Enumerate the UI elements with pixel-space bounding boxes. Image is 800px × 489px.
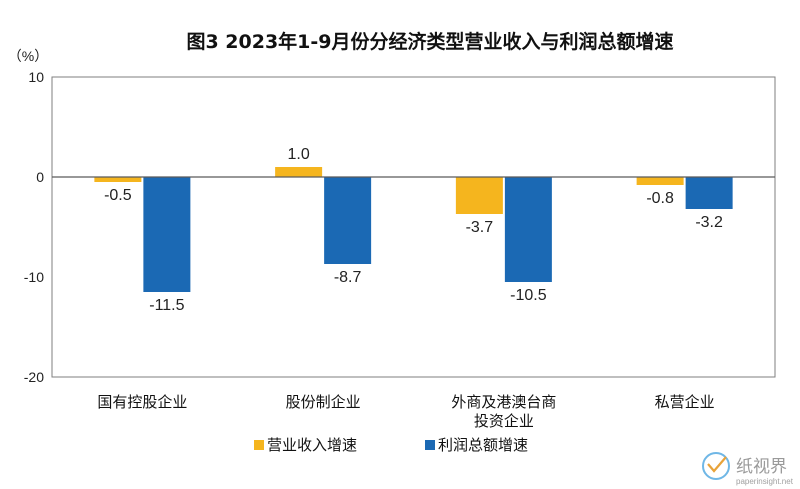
y-tick-label: 10 bbox=[28, 69, 44, 85]
chart-title: 图3 2023年1-9月份分经济类型营业收入与利润总额增速 bbox=[186, 30, 673, 53]
profit-bar bbox=[324, 177, 372, 264]
y-axis-unit-label: （%） bbox=[8, 48, 48, 64]
x-category-label: 私营企业 bbox=[655, 393, 715, 411]
x-category-label: 国有控股企业 bbox=[97, 393, 187, 411]
revenue-bar bbox=[636, 177, 684, 185]
revenue-data-label: -0.5 bbox=[104, 187, 132, 204]
profit-bar bbox=[685, 177, 733, 209]
legend-swatch-revenue bbox=[254, 440, 264, 450]
revenue-bar bbox=[94, 177, 142, 182]
x-category-label: 股份制企业 bbox=[286, 393, 361, 411]
y-tick-label: -10 bbox=[24, 269, 44, 285]
profit-bar bbox=[143, 177, 191, 292]
x-category-label: 外商及港澳台商 bbox=[451, 393, 556, 411]
x-category-label: 投资企业 bbox=[474, 412, 534, 430]
watermark-subtext: paperinsight.net bbox=[736, 477, 794, 486]
plot-area-frame bbox=[51, 76, 776, 378]
profit-data-label: -8.7 bbox=[334, 269, 362, 286]
legend: 营业收入增速 利润总额增速 bbox=[254, 436, 528, 454]
watermark-icon bbox=[702, 452, 730, 480]
legend-label-revenue: 营业收入增速 bbox=[267, 436, 357, 454]
y-axis: 10 0 -10 -20 bbox=[24, 69, 44, 385]
bars bbox=[94, 167, 733, 292]
watermark-check-icon bbox=[707, 456, 727, 473]
revenue-bar bbox=[455, 177, 503, 214]
data-labels: -0.5 -11.5 1.0 -8.7 -3.7 -10.5 -0.8 -3.2 bbox=[104, 146, 723, 314]
revenue-bar bbox=[275, 167, 323, 177]
profit-bar bbox=[504, 177, 552, 282]
revenue-data-label: -0.8 bbox=[646, 190, 674, 207]
watermark-text: 纸视界 bbox=[736, 457, 787, 477]
y-tick-label: 0 bbox=[36, 169, 44, 185]
profit-data-label: -10.5 bbox=[510, 287, 547, 304]
profit-data-label: -3.2 bbox=[695, 214, 723, 231]
legend-label-profit: 利润总额增速 bbox=[438, 436, 528, 454]
watermark-logo: 纸视界 paperinsight.net bbox=[702, 452, 794, 486]
y-tick-label: -20 bbox=[24, 369, 44, 385]
revenue-data-label: 1.0 bbox=[288, 146, 310, 163]
revenue-data-label: -3.7 bbox=[466, 219, 494, 236]
profit-data-label: -11.5 bbox=[149, 297, 184, 314]
legend-swatch-profit bbox=[425, 440, 435, 450]
